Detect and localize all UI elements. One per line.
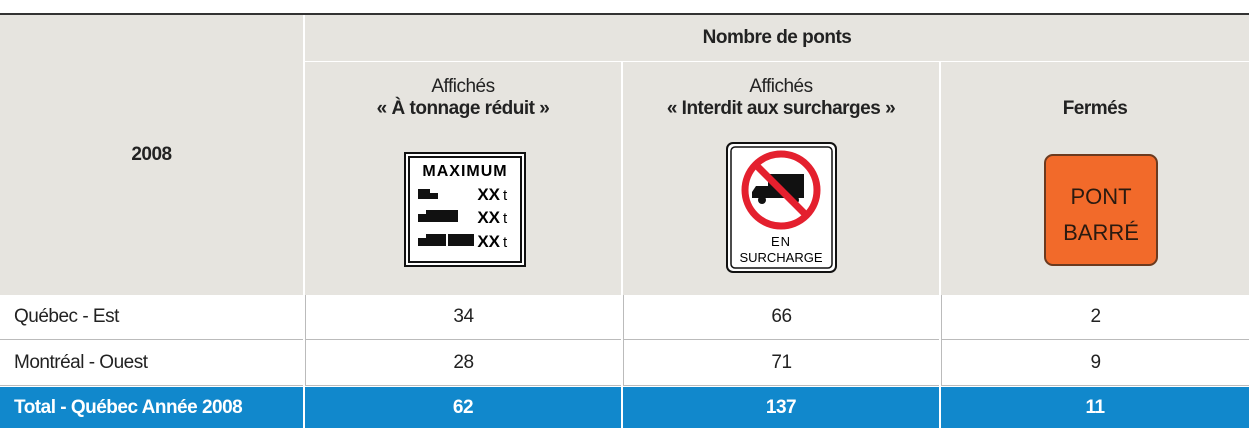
sign-text: XX: [477, 208, 500, 227]
sign-surcharge: EN SURCHARGE: [726, 142, 837, 273]
total-cell: 137: [623, 387, 939, 428]
sign-text: t: [503, 234, 508, 251]
sign-text: BARRÉ: [1063, 220, 1139, 245]
cell: 71: [623, 340, 939, 386]
row-label: Québec - Est: [0, 295, 303, 340]
corner: 2008: [0, 15, 303, 295]
col-label: Affichés: [431, 76, 495, 97]
sign-text: MAXIMUM: [422, 163, 507, 180]
sign-text: XX: [477, 185, 500, 204]
sign-text: XX: [477, 232, 500, 251]
col-title: « Interdit aux surcharges »: [666, 98, 896, 119]
sign-ferme: PONT BARRÉ: [1044, 154, 1158, 266]
sign-text: SURCHARGE: [739, 250, 822, 265]
total-cell: 62: [305, 387, 621, 428]
sign-text: t: [503, 210, 508, 227]
total-cell: 11: [941, 387, 1249, 428]
sign-tonnage: MAXIMUM XX t XX t XX t: [404, 152, 526, 267]
signs: MAXIMUM XX t XX t XX t EN SURCHARGE PONT…: [404, 142, 1158, 273]
col-label: Affichés: [749, 76, 813, 97]
col-title: « À tonnage réduit »: [376, 98, 550, 119]
group-header: Nombre de ponts: [305, 15, 1249, 61]
cell: 9: [941, 340, 1249, 386]
top-rule: [0, 13, 1249, 15]
cell: 2: [941, 295, 1249, 340]
cell: 34: [305, 295, 621, 340]
cell: 28: [305, 340, 621, 386]
total-label: Total - Québec Année 2008: [0, 387, 303, 428]
sign-text: t: [503, 187, 508, 204]
sign-text: PONT: [1070, 184, 1131, 209]
sign-text: EN: [771, 234, 791, 249]
cell: 66: [623, 295, 939, 340]
row-label: Montréal - Ouest: [0, 340, 303, 386]
